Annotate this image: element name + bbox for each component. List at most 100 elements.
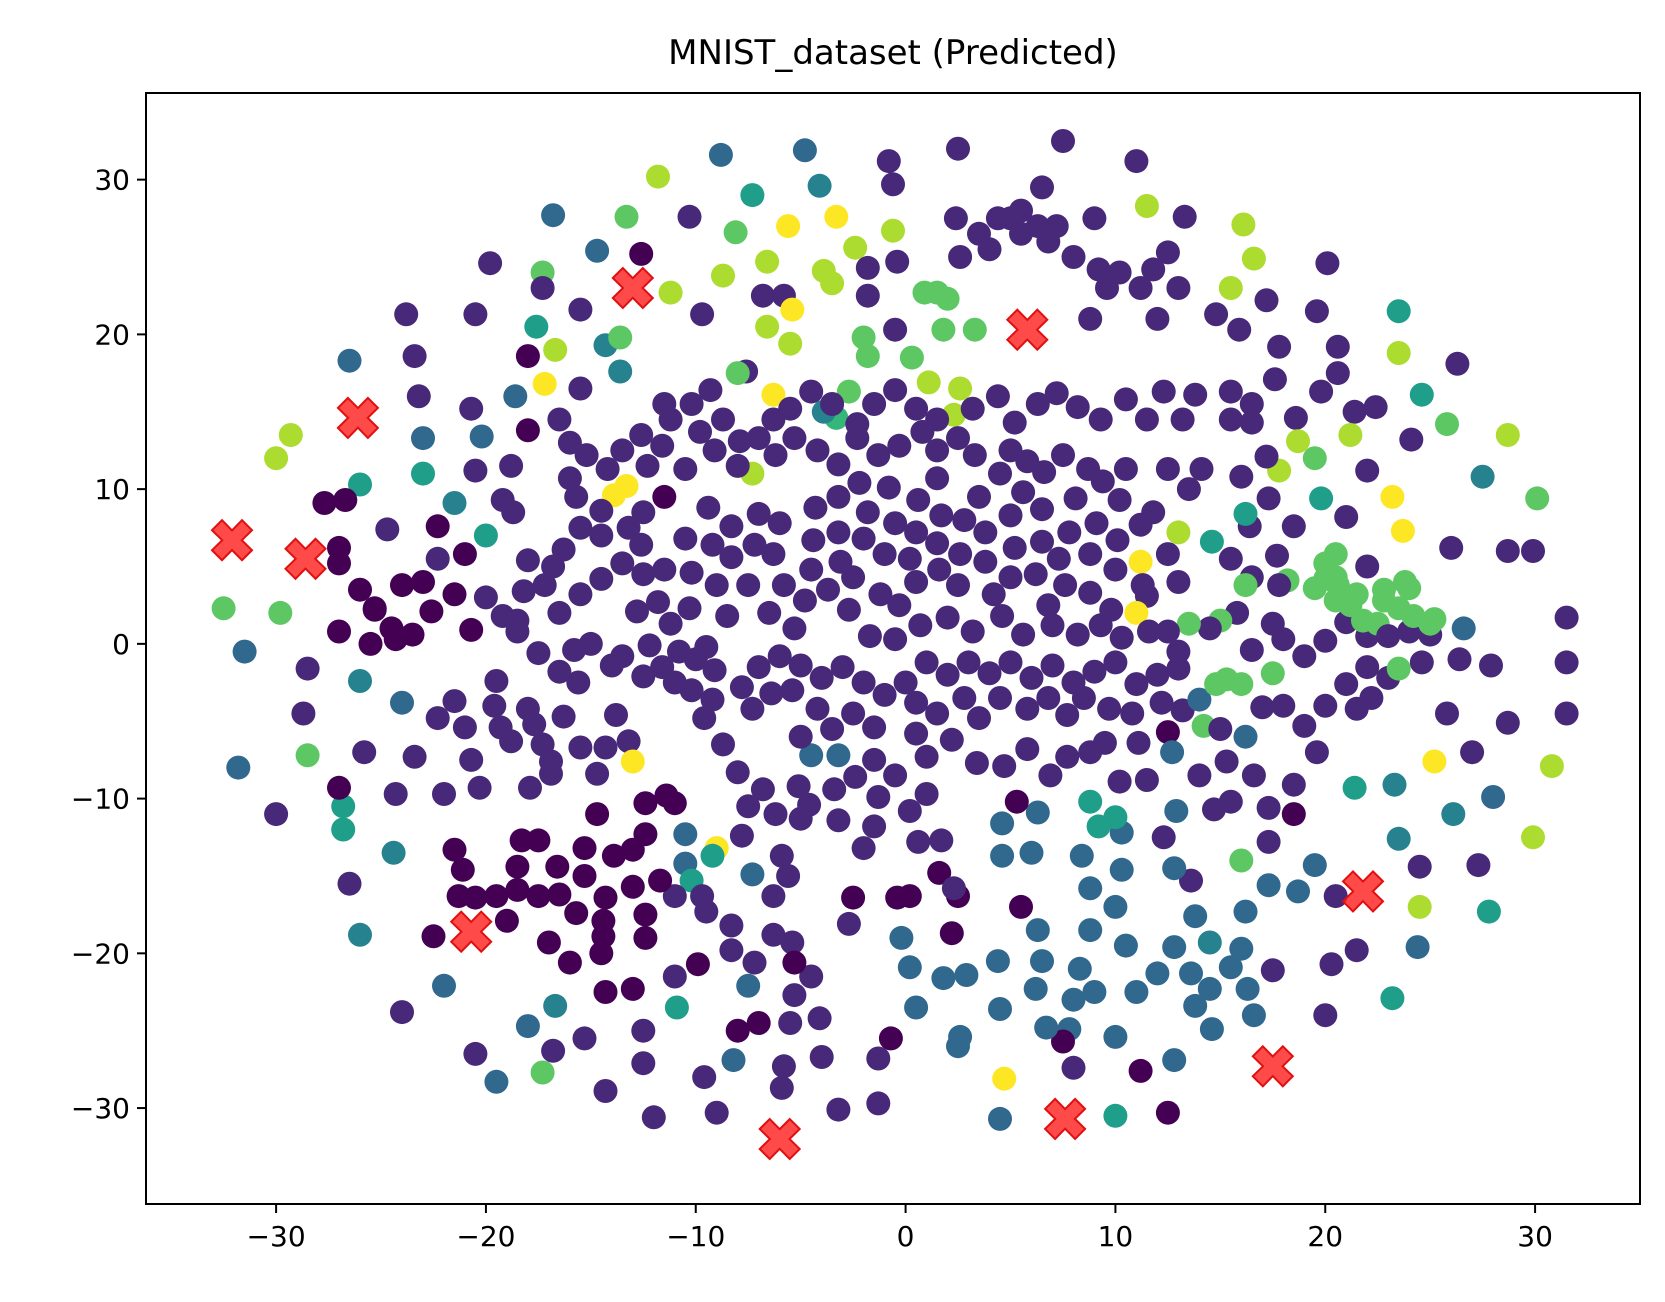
data-point-685 — [704, 573, 729, 598]
data-point-718 — [929, 503, 954, 528]
data-point-382 — [866, 785, 891, 809]
data-point-692 — [771, 573, 796, 598]
data-point-76 — [614, 474, 639, 498]
data-point-291 — [897, 955, 922, 980]
data-point-58 — [530, 276, 555, 300]
data-point-757 — [1109, 625, 1134, 650]
data-point-607 — [962, 443, 987, 468]
data-point-192 — [1554, 650, 1579, 675]
data-point-444 — [822, 777, 847, 802]
data-point-301 — [782, 983, 807, 1008]
data-point-539 — [1386, 656, 1411, 681]
data-point-413 — [518, 775, 542, 800]
data-point-196 — [1495, 710, 1520, 735]
data-point-587 — [1334, 505, 1359, 529]
data-point-551 — [1344, 582, 1369, 607]
data-point-243 — [1128, 1058, 1153, 1083]
outlier-marker-2 — [336, 396, 380, 440]
data-point-557 — [1302, 576, 1327, 601]
data-point-179 — [1386, 299, 1411, 324]
y-axis: −30 −20 −10 0 10 20 30 — [71, 164, 146, 1125]
data-point-165 — [1231, 212, 1256, 237]
data-point-679 — [679, 560, 704, 585]
data-point-493 — [1126, 730, 1151, 755]
data-point-652 — [1151, 379, 1176, 404]
x-tick-label-1: −20 — [456, 1220, 515, 1253]
data-point-93 — [711, 263, 735, 288]
data-point-445 — [843, 764, 868, 789]
data-point-371 — [719, 913, 744, 938]
data-point-699 — [826, 484, 851, 509]
data-point-633 — [727, 429, 752, 454]
data-point-33 — [452, 542, 477, 567]
data-point-583 — [1286, 429, 1310, 454]
data-point-150 — [1086, 257, 1111, 282]
data-point-472 — [1082, 659, 1107, 684]
data-point-108 — [807, 173, 832, 198]
data-point-174 — [1325, 361, 1350, 386]
data-point-608 — [946, 426, 970, 451]
data-point-206 — [1447, 647, 1472, 672]
data-point-71 — [568, 582, 593, 607]
data-point-387 — [929, 828, 954, 853]
data-point-171 — [1304, 299, 1329, 324]
data-point-414 — [539, 761, 563, 786]
data-point-163 — [1218, 276, 1243, 300]
data-point-31 — [419, 599, 444, 624]
data-point-350 — [450, 857, 475, 882]
data-point-707 — [847, 470, 872, 495]
data-point-64 — [515, 548, 540, 573]
data-point-515 — [1313, 693, 1338, 718]
data-point-84 — [629, 241, 654, 266]
data-point-486 — [1097, 696, 1122, 721]
data-point-621 — [688, 419, 712, 444]
data-point-211 — [1407, 894, 1432, 919]
data-point-359 — [593, 980, 618, 1004]
data-point-584 — [1281, 514, 1306, 539]
outlier-marker-1 — [284, 537, 327, 581]
y-tick-label-6: 30 — [94, 164, 130, 197]
data-point-438 — [736, 794, 761, 819]
data-point-589 — [1380, 484, 1405, 509]
data-point-327 — [633, 902, 658, 927]
data-point-368 — [692, 1065, 717, 1090]
data-point-51 — [503, 384, 528, 409]
data-point-463 — [893, 670, 918, 695]
data-point-136 — [948, 245, 973, 269]
data-point-659 — [1254, 444, 1279, 469]
data-point-756 — [1088, 613, 1113, 638]
data-point-746 — [1128, 512, 1153, 537]
data-point-547 — [1422, 607, 1447, 632]
data-point-358 — [572, 1026, 597, 1051]
data-point-711 — [868, 582, 893, 607]
data-point-571 — [1128, 549, 1153, 574]
data-point-149 — [1061, 245, 1086, 269]
data-point-509 — [1214, 749, 1239, 774]
data-point-121 — [836, 379, 861, 404]
data-point-90 — [677, 204, 702, 229]
data-point-82 — [608, 359, 633, 384]
data-point-397 — [390, 690, 414, 715]
data-point-74 — [610, 551, 635, 576]
data-point-681 — [696, 495, 721, 520]
data-point-383 — [883, 763, 908, 788]
data-point-455 — [729, 675, 754, 700]
data-point-684 — [719, 545, 744, 570]
data-point-146 — [1044, 214, 1069, 239]
data-point-35 — [327, 775, 351, 800]
data-point-694 — [782, 616, 807, 641]
data-point-638 — [845, 412, 870, 437]
data-point-715 — [904, 520, 929, 545]
data-point-632 — [711, 407, 735, 432]
data-point-434 — [700, 687, 725, 712]
data-point-497 — [1038, 763, 1063, 788]
data-point-207 — [1451, 616, 1476, 641]
data-point-728 — [998, 565, 1023, 590]
data-point-336 — [589, 941, 614, 966]
data-point-134 — [943, 206, 968, 231]
data-point-744 — [1103, 557, 1128, 582]
data-point-314 — [673, 822, 698, 847]
data-point-446 — [862, 747, 887, 772]
data-point-372 — [725, 1018, 750, 1043]
data-point-754 — [1040, 613, 1065, 638]
